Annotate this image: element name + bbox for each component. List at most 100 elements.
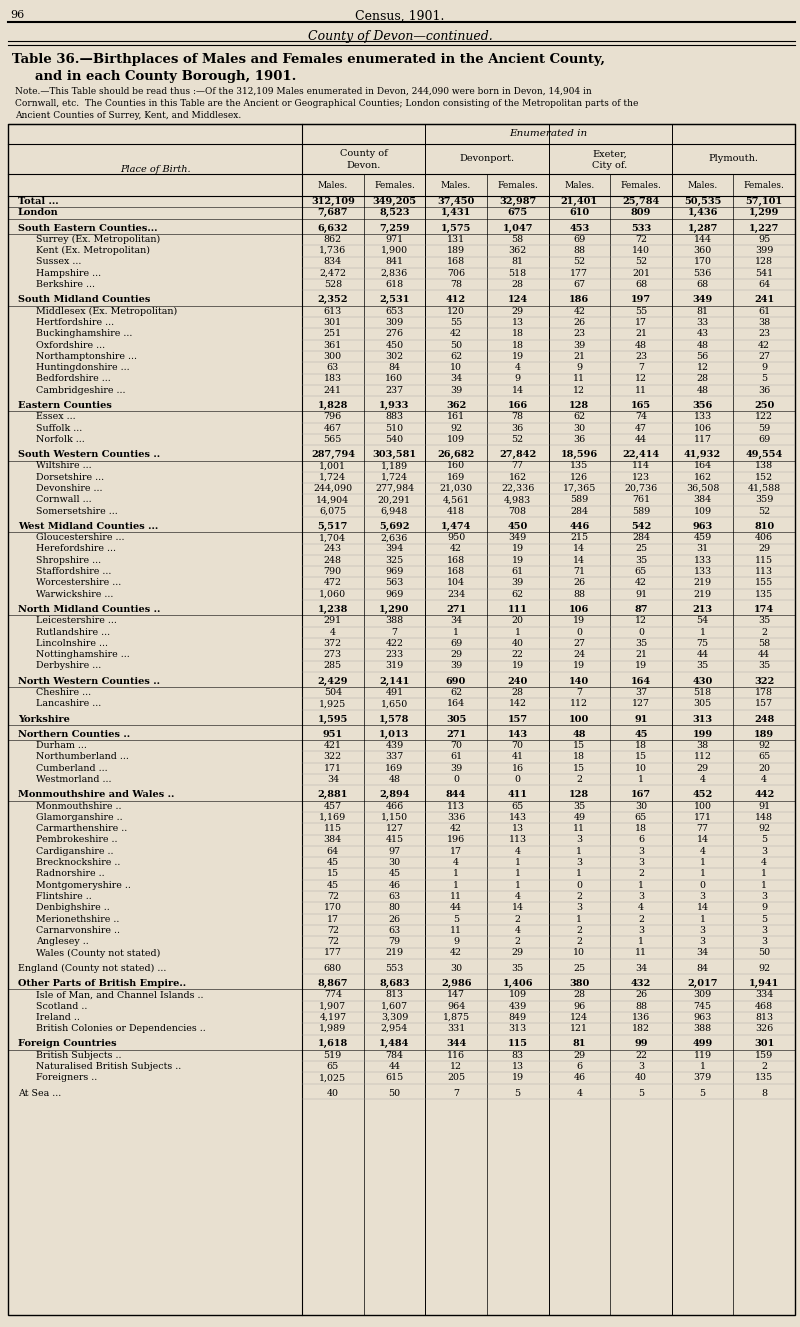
- Text: Carnarvonshire ..: Carnarvonshire ..: [36, 926, 120, 934]
- Text: 2,531: 2,531: [379, 296, 410, 304]
- Text: 533: 533: [631, 223, 651, 232]
- Text: Foreigners ..: Foreigners ..: [36, 1074, 98, 1083]
- Text: 25,784: 25,784: [622, 196, 659, 206]
- Text: 468: 468: [755, 1002, 774, 1011]
- Text: 133: 133: [694, 556, 712, 565]
- Text: 18: 18: [574, 752, 586, 762]
- Text: 29: 29: [758, 544, 770, 553]
- Text: 68: 68: [697, 280, 709, 289]
- Text: 708: 708: [509, 507, 526, 516]
- Text: 472: 472: [324, 579, 342, 588]
- Text: 563: 563: [386, 579, 404, 588]
- Text: 1: 1: [638, 937, 644, 946]
- Text: 10: 10: [574, 949, 586, 958]
- Text: 100: 100: [694, 802, 711, 811]
- Text: 14: 14: [697, 836, 709, 844]
- Text: 42: 42: [450, 949, 462, 958]
- Text: and in each County Borough, 1901.: and in each County Borough, 1901.: [35, 70, 296, 84]
- Text: 0: 0: [576, 881, 582, 889]
- Text: 162: 162: [694, 472, 712, 482]
- Text: 26,682: 26,682: [438, 450, 474, 459]
- Text: 6: 6: [576, 1062, 582, 1071]
- Text: 5: 5: [638, 1088, 644, 1097]
- Text: 135: 135: [570, 462, 589, 470]
- Text: 10: 10: [450, 364, 462, 372]
- Text: 109: 109: [694, 507, 712, 516]
- Text: Males.: Males.: [318, 180, 348, 190]
- Text: 6,075: 6,075: [319, 507, 346, 516]
- Text: Males.: Males.: [687, 180, 718, 190]
- Text: 675: 675: [507, 208, 528, 218]
- Text: 147: 147: [447, 990, 465, 999]
- Text: 35: 35: [758, 661, 770, 670]
- Text: 40: 40: [635, 1074, 647, 1083]
- Text: 23: 23: [758, 329, 770, 338]
- Text: 43: 43: [697, 329, 709, 338]
- Text: 79: 79: [388, 937, 401, 946]
- Text: 104: 104: [447, 579, 465, 588]
- Text: Northamptonshire ...: Northamptonshire ...: [36, 352, 137, 361]
- Text: 1,704: 1,704: [319, 533, 346, 543]
- Text: 2: 2: [576, 926, 582, 934]
- Text: 412: 412: [446, 296, 466, 304]
- Text: Staffordshire ...: Staffordshire ...: [36, 567, 111, 576]
- Text: 4: 4: [699, 775, 706, 784]
- Text: 72: 72: [327, 937, 339, 946]
- Text: Carmarthenshire ..: Carmarthenshire ..: [36, 824, 127, 833]
- Text: 1: 1: [514, 869, 521, 878]
- Text: 64: 64: [326, 847, 339, 856]
- Text: 41,588: 41,588: [748, 484, 781, 494]
- Text: 196: 196: [447, 836, 465, 844]
- Text: 519: 519: [324, 1051, 342, 1060]
- Text: 457: 457: [324, 802, 342, 811]
- Text: 2,894: 2,894: [379, 791, 410, 799]
- Text: 36: 36: [573, 435, 586, 443]
- Text: 42: 42: [450, 824, 462, 833]
- Text: Females.: Females.: [621, 180, 662, 190]
- Text: 388: 388: [694, 1024, 712, 1034]
- Text: 20,736: 20,736: [624, 484, 658, 494]
- Text: 13: 13: [512, 1062, 524, 1071]
- Text: 610: 610: [569, 208, 590, 218]
- Text: 2: 2: [576, 775, 582, 784]
- Text: 653: 653: [386, 307, 404, 316]
- Text: 1: 1: [699, 1062, 706, 1071]
- Text: 331: 331: [447, 1024, 465, 1034]
- Text: Berkshire ...: Berkshire ...: [36, 280, 95, 289]
- Text: 540: 540: [386, 435, 403, 443]
- Text: 65: 65: [635, 813, 647, 821]
- Text: 63: 63: [388, 926, 401, 934]
- Text: 164: 164: [694, 462, 712, 470]
- Text: 135: 135: [755, 1074, 774, 1083]
- Text: 126: 126: [570, 472, 588, 482]
- Text: 35: 35: [573, 802, 586, 811]
- Text: 88: 88: [635, 1002, 647, 1011]
- Text: 430: 430: [692, 677, 713, 686]
- Text: 28: 28: [574, 990, 586, 999]
- Text: 182: 182: [632, 1024, 650, 1034]
- Text: Bedfordshire ...: Bedfordshire ...: [36, 374, 110, 384]
- Text: 157: 157: [755, 699, 774, 709]
- Text: Essex ...: Essex ...: [36, 413, 76, 421]
- Text: 3: 3: [699, 937, 706, 946]
- Text: 0: 0: [514, 775, 521, 784]
- Text: 215: 215: [570, 533, 588, 543]
- Text: 6,948: 6,948: [381, 507, 408, 516]
- Text: County of: County of: [340, 150, 387, 158]
- Text: 418: 418: [447, 507, 465, 516]
- Text: 233: 233: [386, 650, 403, 660]
- Text: 3: 3: [761, 937, 767, 946]
- Text: 11: 11: [574, 374, 586, 384]
- Text: 491: 491: [386, 687, 403, 697]
- Text: 201: 201: [632, 269, 650, 277]
- Text: 44: 44: [697, 650, 709, 660]
- Text: 50,535: 50,535: [684, 196, 722, 206]
- Text: 45: 45: [326, 859, 339, 867]
- Text: 52: 52: [635, 257, 647, 267]
- Text: 450: 450: [507, 522, 528, 531]
- Text: 34: 34: [450, 616, 462, 625]
- Text: 5,517: 5,517: [318, 522, 348, 531]
- Text: Isle of Man, and Channel Islands ..: Isle of Man, and Channel Islands ..: [36, 990, 203, 999]
- Text: 84: 84: [697, 963, 709, 973]
- Text: 589: 589: [632, 507, 650, 516]
